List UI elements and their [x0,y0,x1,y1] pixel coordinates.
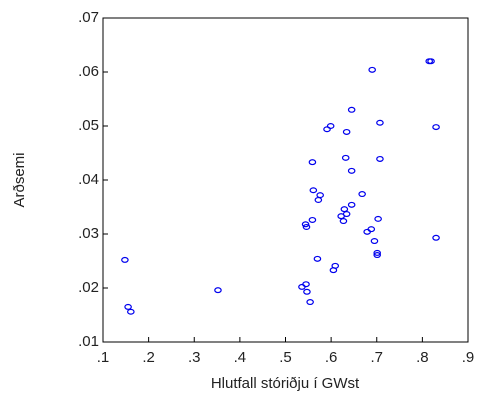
point [323,126,331,133]
point [302,281,310,288]
point [367,226,376,233]
point [326,122,335,129]
x-tick-label: .4 [234,349,247,366]
x-tick-label: .2 [142,349,155,366]
point [340,206,349,213]
point [314,196,323,203]
point [342,128,351,135]
point [316,192,324,199]
y-tick-label: .06 [78,63,99,80]
y-tick-label: .01 [78,333,99,350]
x-tick-label: .6 [325,349,338,366]
point [376,155,384,162]
point [214,287,222,294]
point [432,124,440,131]
point [370,238,379,245]
point [124,303,132,310]
y-tick-label: .03 [78,225,99,242]
point [342,211,351,218]
point [358,191,366,198]
point [301,221,310,228]
x-tick-label: .3 [188,349,201,366]
point [347,201,356,208]
point [308,216,317,223]
point [308,159,317,166]
point [313,255,322,262]
point [306,299,314,306]
y-tick-label: .05 [78,117,99,134]
point [373,249,382,256]
point [373,252,382,259]
point [121,256,129,263]
point [347,106,356,113]
point [376,119,384,126]
point [127,308,135,315]
point [331,262,340,269]
y-axis-label: Arðsemi [11,152,28,207]
y-tick-label: .04 [78,171,99,188]
x-tick-label: .1 [97,349,110,366]
y-tick-label: .07 [78,9,99,26]
x-axis-label: Hlutfall stóriðju í GWst [211,375,360,392]
point [309,187,318,194]
point [341,154,350,161]
point [374,215,382,222]
y-tick-label: .02 [78,279,99,296]
point [347,167,356,174]
x-tick-label: .5 [279,349,292,366]
point [427,58,435,65]
point [303,288,311,295]
point [368,66,376,73]
x-tick-label: .7 [370,349,383,366]
point [432,234,440,241]
point [302,223,311,230]
x-tick-label: .9 [462,349,475,366]
plot-frame [102,17,469,343]
x-tick-label: .8 [416,349,429,366]
point [339,218,348,225]
